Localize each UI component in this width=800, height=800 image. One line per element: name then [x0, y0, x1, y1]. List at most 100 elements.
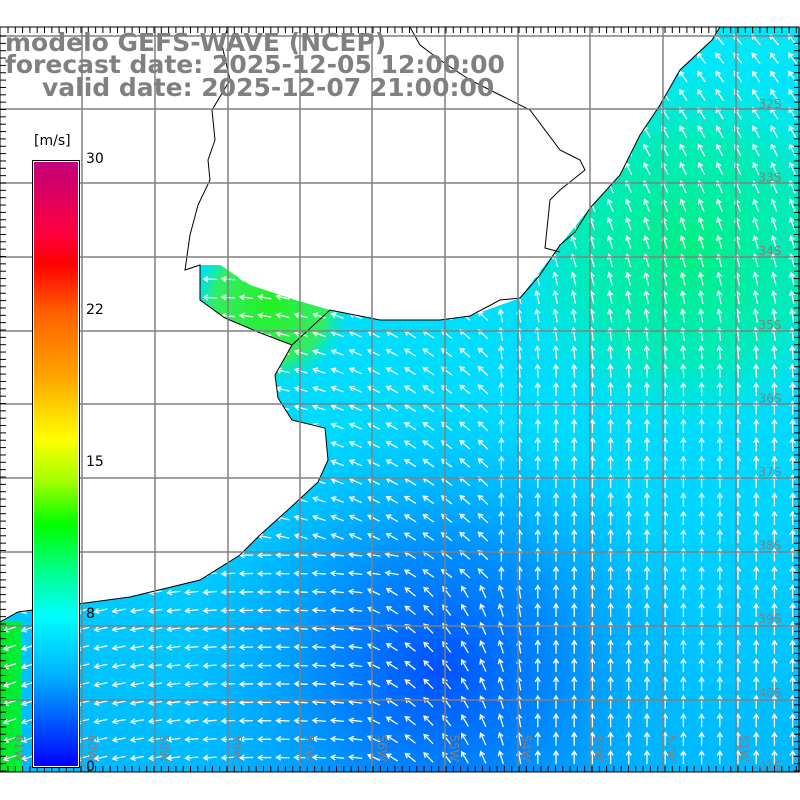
wind-arrow	[202, 459, 217, 467]
wind-arrow	[643, 143, 651, 157]
wind-arrow	[348, 275, 363, 283]
wind-arrow	[293, 109, 308, 116]
wind-arrow	[111, 681, 126, 688]
wind-arrow	[498, 345, 505, 360]
wind-arrow	[385, 587, 399, 597]
wind-arrow	[680, 621, 687, 636]
wind-arrow	[570, 235, 577, 249]
wind-arrow	[533, 161, 542, 175]
wind-arrow	[367, 238, 381, 246]
wind-arrow	[312, 367, 326, 374]
wind-arrow	[348, 404, 363, 412]
wind-arrow	[643, 749, 651, 765]
wind-arrow	[111, 534, 126, 541]
wind-arrow	[111, 699, 126, 706]
wind-arrow	[552, 161, 560, 175]
wind-arrow	[330, 183, 344, 191]
wind-arrow	[129, 294, 144, 302]
wind-arrow	[680, 363, 687, 378]
wind-arrow	[385, 422, 399, 431]
wind-arrow	[184, 625, 199, 633]
wind-arrow	[552, 363, 559, 378]
colorbar-label: 0	[86, 759, 95, 775]
wind-arrow	[312, 146, 326, 154]
wind-arrow	[348, 496, 363, 504]
wind-arrow	[422, 219, 435, 229]
wind-arrow	[129, 258, 144, 265]
wind-arrow	[680, 437, 687, 452]
wind-arrow	[111, 221, 126, 228]
wind-arrow	[497, 198, 505, 212]
wind-arrow	[329, 735, 345, 743]
wind-arrow	[202, 625, 217, 633]
wind-arrow	[202, 552, 217, 559]
wind-arrow	[625, 713, 632, 728]
wind-arrow	[716, 529, 723, 544]
wind-arrow	[423, 678, 434, 690]
wind-arrow	[129, 166, 144, 173]
wind-arrow	[570, 161, 578, 175]
wind-arrow	[534, 584, 541, 599]
wind-arrow	[697, 234, 705, 249]
wind-arrow	[789, 418, 796, 433]
longitude-label: 54W	[519, 734, 533, 761]
wind-arrow	[275, 570, 290, 577]
wind-arrow	[129, 221, 144, 228]
wind-arrow	[293, 735, 308, 743]
wind-arrow	[643, 621, 651, 636]
wind-arrow	[514, 52, 525, 64]
wind-arrow	[697, 271, 705, 286]
wind-arrow	[461, 732, 469, 746]
latitude-label: 36S	[759, 391, 782, 405]
wind-arrow	[238, 183, 254, 190]
wind-arrow	[129, 754, 144, 762]
wind-arrow	[716, 657, 723, 673]
wind-arrow	[184, 644, 199, 651]
wind-arrow	[459, 108, 471, 119]
wind-speed-field	[0, 27, 800, 772]
wind-arrow	[257, 625, 272, 632]
wind-arrow	[293, 570, 308, 577]
wind-arrow	[789, 749, 796, 765]
wind-arrow	[166, 257, 181, 265]
wind-arrow	[680, 694, 687, 709]
wind-arrow	[606, 198, 614, 212]
wind-arrow	[680, 639, 687, 654]
wind-arrow	[166, 147, 181, 154]
wind-arrow	[367, 201, 381, 210]
wind-arrow	[752, 143, 760, 157]
wind-arrow	[275, 533, 290, 540]
wind-arrow	[184, 386, 199, 393]
wind-arrow	[552, 676, 560, 691]
wind-arrow	[129, 662, 144, 670]
wind-arrow	[3, 312, 17, 320]
wind-arrow	[238, 146, 254, 154]
wind-arrow	[184, 312, 199, 320]
wind-arrow	[497, 658, 504, 673]
wind-arrow	[111, 423, 126, 430]
wind-arrow	[93, 644, 108, 651]
longitude-labels: 61W 60W 59W 58W 57W 56W 55W 54W 53W 52W 51W	[12, 734, 751, 761]
wind-arrow	[293, 165, 308, 172]
wind-arrow	[698, 455, 705, 470]
wind-arrow	[422, 164, 435, 174]
wind-arrow	[348, 532, 363, 541]
wind-arrow	[257, 275, 272, 282]
wind-arrow	[257, 441, 272, 448]
wind-arrow	[403, 495, 417, 505]
wind-arrow	[771, 657, 778, 673]
wind-arrow	[716, 437, 723, 452]
wind-arrow	[330, 514, 344, 522]
wind-arrow	[385, 293, 399, 302]
wind-arrow	[385, 312, 399, 320]
wind-arrow	[184, 404, 199, 412]
wind-arrow	[202, 533, 217, 540]
wind-arrow	[184, 239, 199, 246]
wind-arrow	[607, 437, 614, 452]
wind-arrow	[534, 510, 541, 525]
wind-arrow	[275, 165, 290, 172]
wind-arrow	[238, 294, 254, 301]
wind-arrow	[679, 271, 686, 286]
wind-arrow	[385, 201, 399, 210]
wind-arrow	[202, 662, 217, 669]
